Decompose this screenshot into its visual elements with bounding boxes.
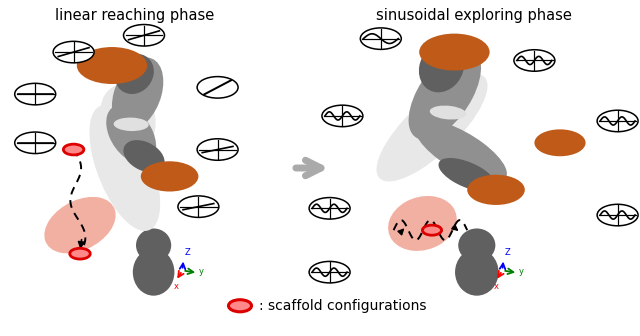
Circle shape <box>70 248 90 259</box>
Circle shape <box>63 144 84 155</box>
Text: linear reaching phase: linear reaching phase <box>55 8 214 24</box>
Ellipse shape <box>376 74 488 181</box>
Text: Z: Z <box>504 248 510 257</box>
Circle shape <box>53 41 94 63</box>
Ellipse shape <box>415 120 507 182</box>
Circle shape <box>467 175 525 205</box>
Circle shape <box>178 196 219 217</box>
Circle shape <box>309 261 350 283</box>
Ellipse shape <box>106 105 156 164</box>
Circle shape <box>15 83 56 105</box>
Circle shape <box>597 110 638 132</box>
Text: : scaffold configurations: : scaffold configurations <box>259 299 427 313</box>
Ellipse shape <box>430 106 466 120</box>
Ellipse shape <box>100 84 156 151</box>
Ellipse shape <box>112 57 163 131</box>
Text: x: x <box>494 282 499 291</box>
Ellipse shape <box>124 140 164 172</box>
Text: y: y <box>199 267 204 276</box>
Circle shape <box>77 47 147 84</box>
Ellipse shape <box>44 197 116 253</box>
Ellipse shape <box>115 54 154 94</box>
Ellipse shape <box>408 48 481 140</box>
Circle shape <box>419 34 490 71</box>
Circle shape <box>514 50 555 71</box>
Circle shape <box>534 129 586 156</box>
Circle shape <box>422 225 442 235</box>
Ellipse shape <box>388 196 457 251</box>
Circle shape <box>309 198 350 219</box>
Ellipse shape <box>133 249 174 296</box>
Circle shape <box>228 300 252 312</box>
Circle shape <box>197 139 238 160</box>
Ellipse shape <box>114 118 148 131</box>
Ellipse shape <box>455 249 499 296</box>
Ellipse shape <box>458 228 495 262</box>
Ellipse shape <box>136 228 172 262</box>
Text: x: x <box>174 282 179 291</box>
Circle shape <box>124 25 164 46</box>
Ellipse shape <box>438 158 496 192</box>
Circle shape <box>360 28 401 49</box>
Ellipse shape <box>419 42 464 92</box>
Text: sinusoidal exploring phase: sinusoidal exploring phase <box>376 8 572 24</box>
Circle shape <box>597 204 638 226</box>
Circle shape <box>15 132 56 154</box>
Circle shape <box>141 161 198 192</box>
Text: y: y <box>519 267 524 276</box>
Circle shape <box>322 105 363 127</box>
Ellipse shape <box>90 105 160 231</box>
Text: Z: Z <box>184 248 190 257</box>
Circle shape <box>197 77 238 98</box>
